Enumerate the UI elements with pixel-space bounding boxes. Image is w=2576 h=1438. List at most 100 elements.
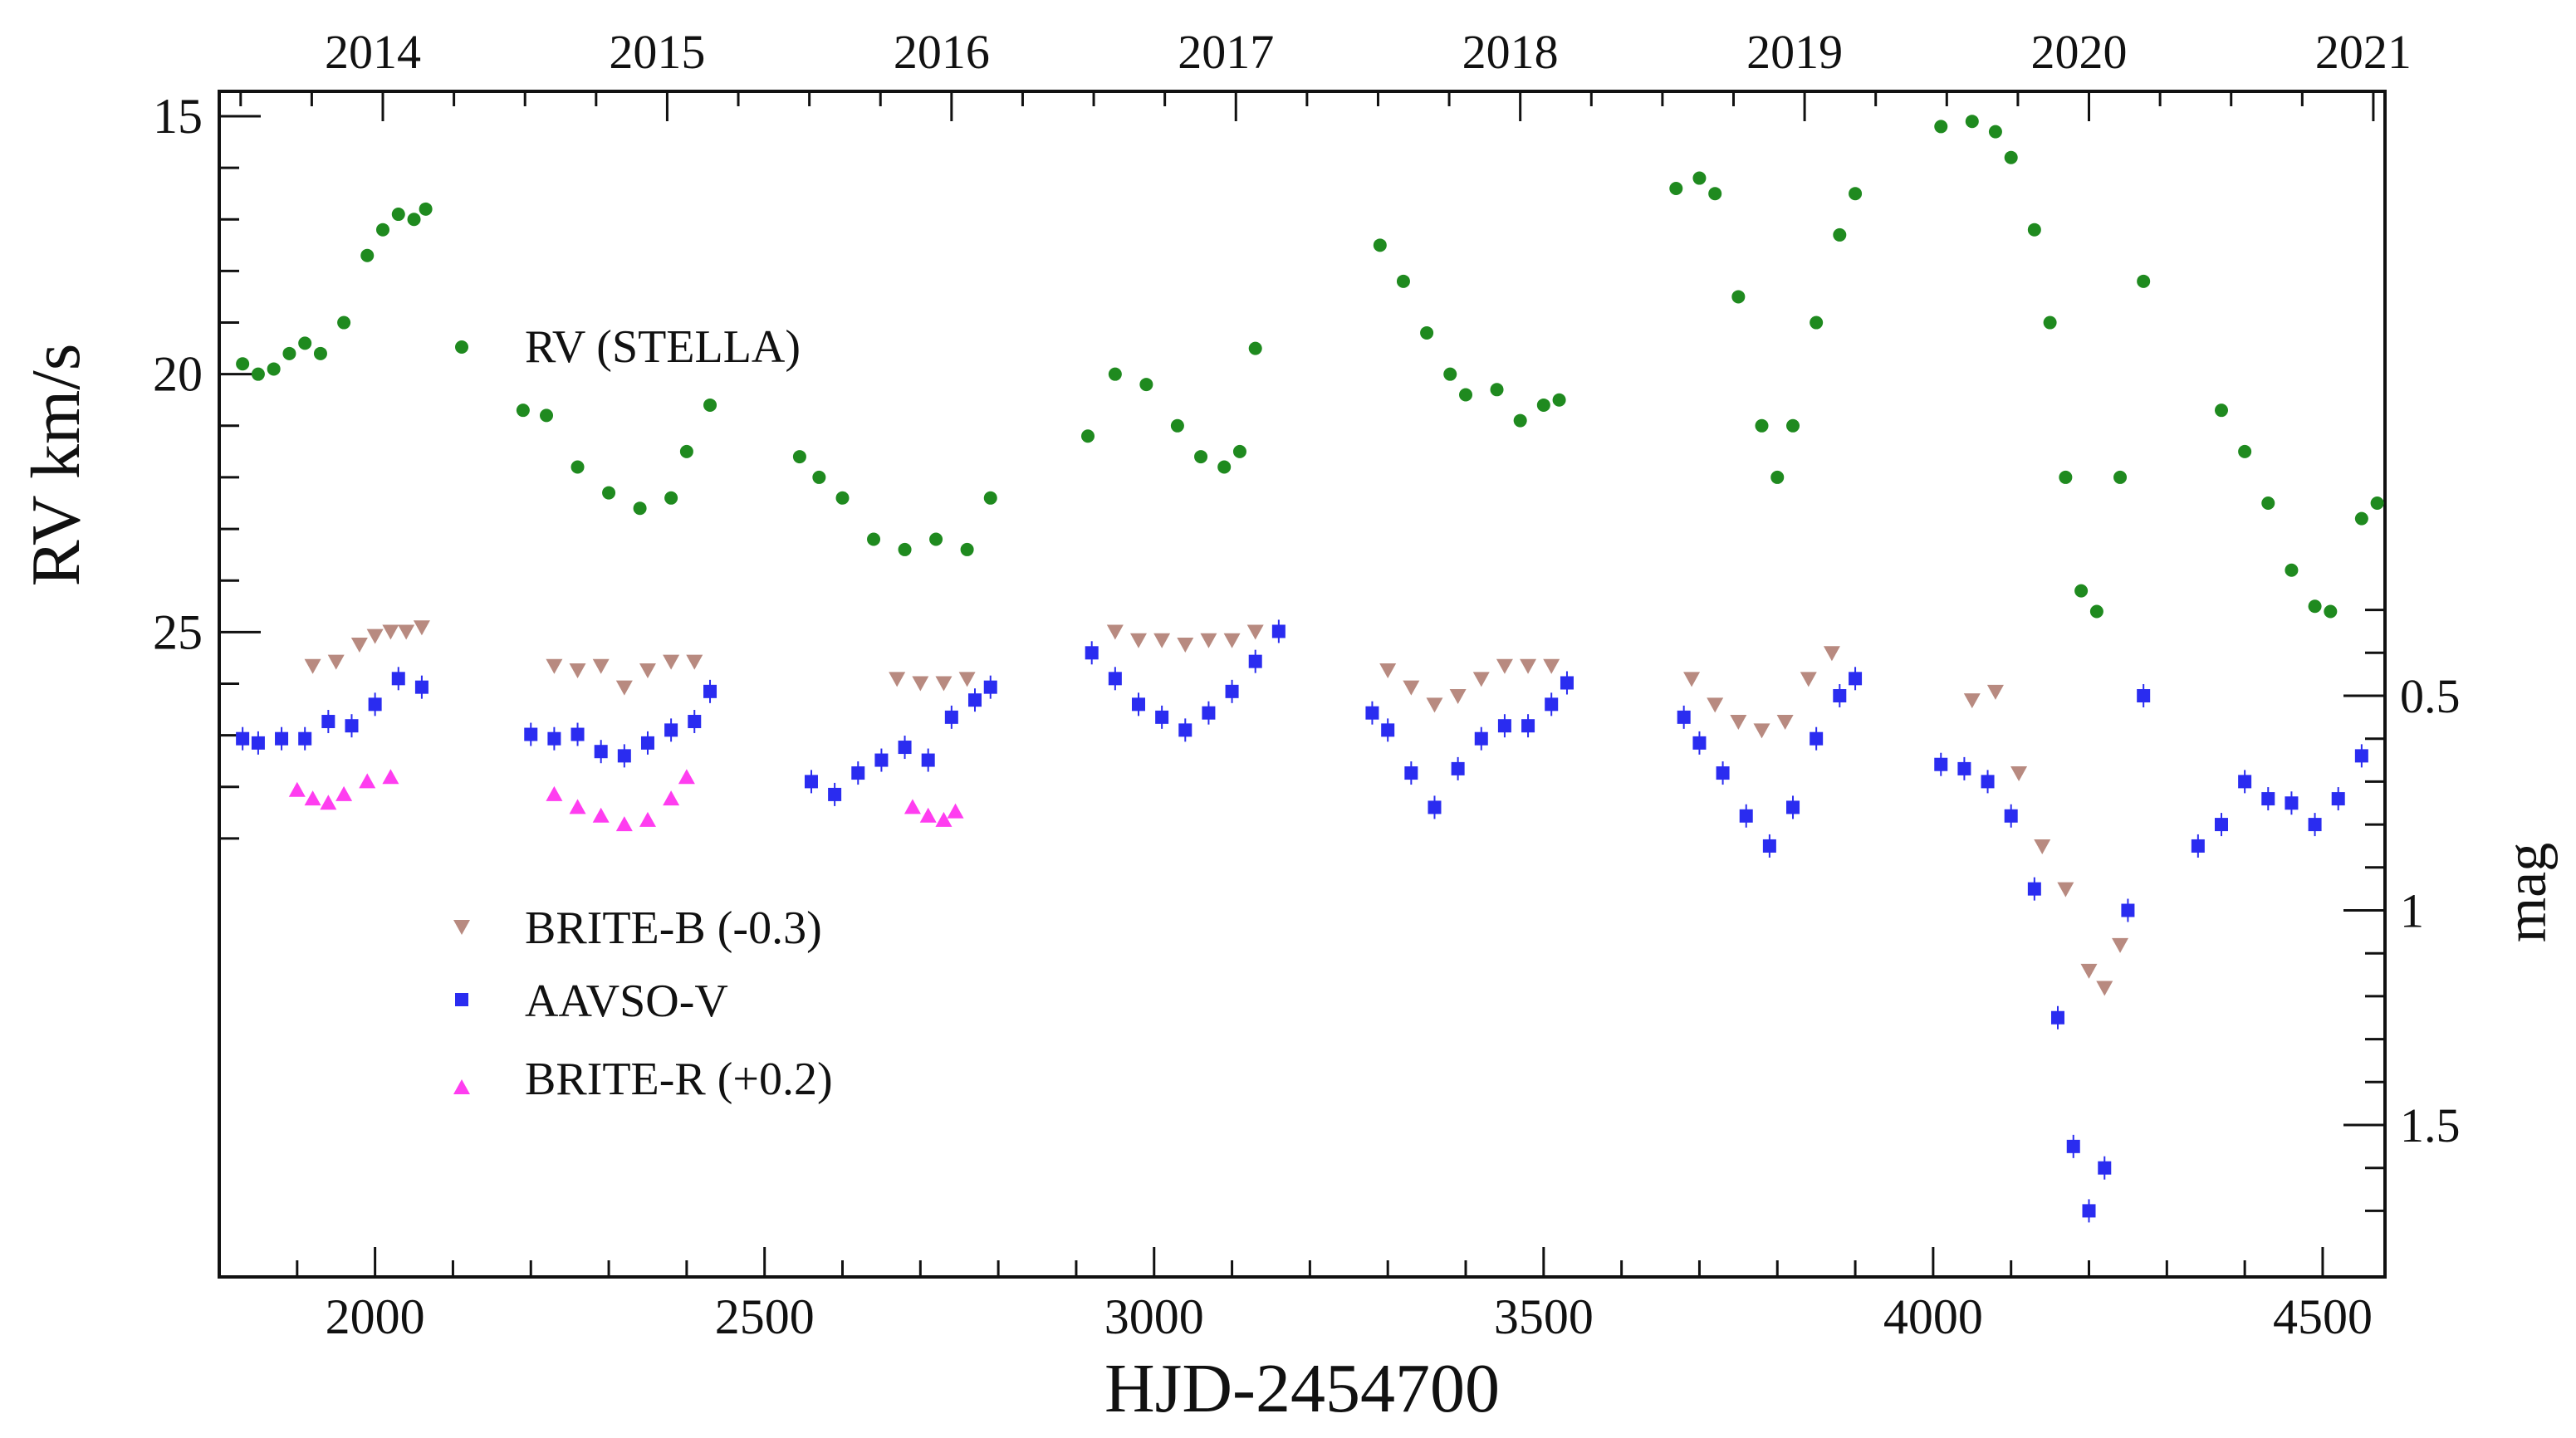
point-rv-stella — [1420, 325, 1434, 340]
point-brite-r-0-2 — [382, 769, 399, 785]
legend: RV (STELLA) BRITE-B (-0.3) AAVSO-V BRITE… — [453, 321, 833, 1105]
point-aavso-v — [1716, 766, 1730, 780]
point-aavso-v — [2066, 1139, 2080, 1153]
point-brite-r-0-2 — [639, 811, 656, 827]
point-brite-b-0-3 — [592, 658, 610, 674]
top-axis-ticks: 2014 2015 2016 2017 2018 2019 2020 2021 — [239, 25, 2412, 121]
point-aavso-v — [1810, 731, 1824, 746]
point-brite-b-0-3 — [1986, 684, 2004, 700]
point-rv-stella — [898, 542, 912, 556]
point-aavso-v — [2285, 796, 2299, 810]
point-aavso-v — [640, 736, 654, 750]
point-aavso-v — [1381, 723, 1395, 737]
legend-marker-rv — [455, 340, 468, 354]
point-aavso-v — [2027, 882, 2041, 896]
point-rv-stella — [282, 346, 296, 360]
point-rv-stella — [664, 491, 678, 505]
point-rv-stella — [1692, 171, 1707, 185]
legend-marker-aavso — [455, 993, 468, 1006]
point-brite-b-0-3 — [1823, 646, 1840, 662]
point-rv-stella — [1248, 341, 1262, 355]
point-aavso-v — [1225, 684, 1239, 698]
point-aavso-v — [1677, 710, 1691, 724]
point-aavso-v — [524, 727, 538, 741]
point-brite-b-0-3 — [327, 654, 345, 670]
point-rv-stella — [1139, 378, 1153, 392]
point-rv-stella — [1669, 181, 1683, 195]
point-rv-stella — [337, 315, 351, 330]
point-aavso-v — [2050, 1010, 2064, 1025]
point-aavso-v — [1762, 839, 1776, 853]
point-brite-b-0-3 — [2112, 937, 2129, 953]
right-axis-label: mag — [2495, 843, 2559, 943]
point-rv-stella — [1965, 115, 1979, 129]
point-brite-r-0-2 — [935, 811, 953, 827]
point-aavso-v — [1833, 689, 1847, 702]
point-aavso-v — [236, 731, 250, 746]
right-tick-label: 0.5 — [2400, 669, 2461, 723]
legend-label-aavso: AAVSO-V — [525, 976, 728, 1027]
point-rv-stella — [571, 460, 585, 474]
point-rv-stella — [376, 223, 390, 237]
point-aavso-v — [921, 753, 935, 767]
series-layer — [236, 115, 2384, 1223]
point-brite-b-0-3 — [1153, 633, 1171, 648]
point-rv-stella — [2027, 223, 2041, 237]
point-brite-b-0-3 — [1449, 689, 1467, 704]
point-aavso-v — [898, 741, 912, 755]
point-aavso-v — [1365, 706, 1379, 720]
point-rv-stella — [812, 470, 826, 484]
point-brite-b-0-3 — [889, 672, 906, 687]
point-aavso-v — [2331, 792, 2345, 806]
left-tick-label: 15 — [153, 89, 203, 144]
point-aavso-v — [594, 745, 608, 759]
point-aavso-v — [1085, 646, 1099, 660]
point-brite-b-0-3 — [1426, 697, 1443, 713]
point-rv-stella — [1786, 418, 1800, 433]
point-aavso-v — [391, 672, 405, 686]
point-rv-stella — [2043, 315, 2057, 330]
legend-marker-brite-r — [453, 1079, 470, 1094]
point-brite-b-0-3 — [546, 658, 563, 674]
point-rv-stella — [602, 486, 616, 500]
point-brite-b-0-3 — [1379, 663, 1397, 678]
point-aavso-v — [2121, 903, 2135, 917]
point-rv-stella — [2261, 496, 2275, 510]
point-aavso-v — [2261, 792, 2275, 806]
point-aavso-v — [2137, 689, 2151, 702]
point-aavso-v — [2004, 809, 2018, 823]
x-tick-label: 4500 — [2273, 1289, 2373, 1344]
point-brite-b-0-3 — [1496, 658, 1513, 674]
point-aavso-v — [1404, 766, 1418, 780]
point-rv-stella — [2089, 604, 2103, 619]
point-rv-stella — [1396, 274, 1410, 288]
point-aavso-v — [1131, 697, 1145, 712]
top-year-label: 2015 — [609, 25, 705, 79]
point-aavso-v — [2098, 1161, 2112, 1175]
point-rv-stella — [1490, 383, 1504, 397]
point-rv-stella — [1513, 413, 1527, 428]
point-brite-b-0-3 — [1472, 672, 1490, 687]
point-brite-b-0-3 — [639, 663, 656, 678]
point-aavso-v — [1849, 672, 1863, 686]
point-brite-r-0-2 — [615, 816, 633, 832]
point-rv-stella — [313, 346, 327, 360]
point-brite-r-0-2 — [947, 803, 964, 819]
point-brite-b-0-3 — [1683, 672, 1701, 687]
point-brite-r-0-2 — [288, 781, 306, 797]
top-year-label: 2017 — [1178, 25, 1274, 79]
point-aavso-v — [1981, 775, 1995, 789]
point-rv-stella — [1459, 388, 1473, 402]
point-rv-stella — [360, 248, 375, 262]
point-aavso-v — [2308, 818, 2322, 832]
point-brite-b-0-3 — [2057, 882, 2074, 898]
point-aavso-v — [1428, 800, 1442, 814]
point-rv-stella — [1934, 120, 1948, 134]
x-axis-label: HJD-2454700 — [1104, 1350, 1500, 1427]
point-rv-stella — [792, 450, 806, 464]
point-rv-stella — [1849, 187, 1863, 201]
point-brite-b-0-3 — [1730, 715, 1747, 731]
point-aavso-v — [345, 719, 359, 733]
point-brite-b-0-3 — [2010, 766, 2028, 782]
point-aavso-v — [1497, 719, 1511, 733]
